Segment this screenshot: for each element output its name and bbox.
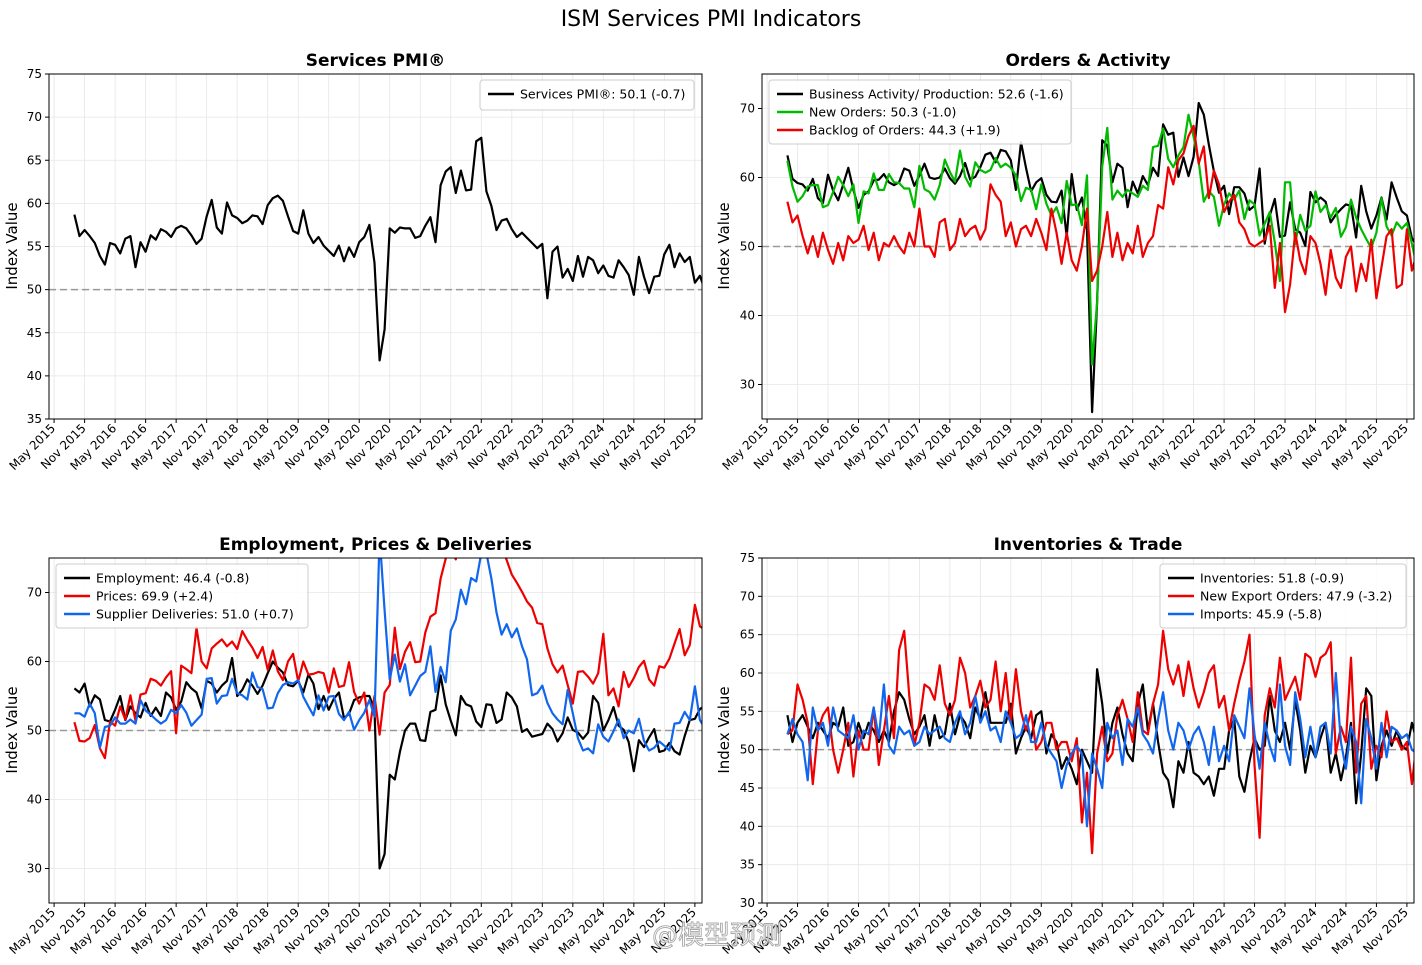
series-line-backlog-of-orders	[786, 124, 1414, 314]
y-tick-label: 70	[27, 586, 42, 600]
legend-label: New Export Orders: 47.9 (-3.2)	[1200, 589, 1392, 604]
y-tick-label: 75	[740, 551, 755, 565]
y-tick-label: 35	[740, 858, 755, 872]
y-tick-label: 35	[27, 412, 42, 426]
series-line-inventories	[786, 668, 1414, 809]
legend: Business Activity/ Production: 52.6 (-1.…	[768, 79, 1072, 145]
plot-frame	[761, 557, 1415, 904]
panel-employment-prices-deliveries: Employment, Prices & Deliveries Index Va…	[3, 535, 703, 957]
legend-label: Services PMI®: 50.1 (-0.7)	[520, 87, 685, 102]
panel-inventories-trade: Inventories & Trade Index Value 30 35 40 45…	[715, 535, 1415, 957]
y-tick-label: 40	[27, 793, 42, 807]
y-tick-label: 50	[27, 283, 42, 297]
y-tick-label: 30	[27, 862, 42, 876]
y-tick-label: 50	[740, 743, 755, 757]
panel-title: Orders & Activity	[1005, 51, 1170, 71]
y-axis-label: Index Value	[3, 202, 21, 289]
legend: Services PMI®: 50.1 (-0.7)	[479, 79, 695, 111]
y-tick-label: 70	[740, 589, 755, 603]
series-line-services-pmi-	[73, 136, 702, 362]
y-tick-label: 45	[27, 326, 42, 340]
y-tick-label: 40	[740, 309, 755, 323]
y-tick-label: 45	[740, 781, 755, 795]
series-line-prices	[73, 558, 702, 760]
panel-title: Services PMI®	[306, 51, 445, 71]
legend-box	[768, 79, 1072, 145]
legend-box	[55, 563, 309, 629]
legend-label: Prices: 69.9 (+2.4)	[96, 589, 213, 604]
y-tick-label: 55	[740, 704, 755, 718]
series-line-supplier-deliveries	[74, 558, 702, 755]
y-tick-label: 50	[27, 724, 42, 738]
y-tick-label: 40	[27, 369, 42, 383]
panel-orders-activity: Orders & Activity Index Value 30 40 50 60 70…	[715, 51, 1415, 473]
y-axis-label: Index Value	[715, 202, 733, 289]
gridlines	[49, 73, 702, 420]
y-tick-label: 60	[27, 655, 42, 669]
y-tick-label: 50	[740, 240, 755, 254]
figure-title: ISM Services PMI Indicators	[561, 7, 862, 32]
legend-label: Supplier Deliveries: 51.0 (+0.7)	[96, 607, 294, 622]
watermark-text: @模型预测	[652, 921, 782, 951]
legend-label: New Orders: 50.3 (-1.0)	[809, 105, 956, 120]
y-tick-label: 65	[740, 628, 755, 642]
legend-label: Imports: 45.9 (-5.8)	[1200, 607, 1322, 622]
legend-box	[479, 79, 695, 111]
y-tick-label: 40	[740, 819, 755, 833]
y-tick-label: 30	[740, 378, 755, 392]
legend-label: Inventories: 51.8 (-0.9)	[1200, 571, 1344, 586]
legend: Inventories: 51.8 (-0.9) New Export Order…	[1159, 563, 1407, 629]
legend-label: Business Activity/ Production: 52.6 (-1.…	[809, 87, 1064, 102]
series-line-new-orders	[786, 113, 1414, 366]
legend-box	[1159, 563, 1407, 629]
legend: Employment: 46.4 (-0.8) Prices: 69.9 (+2.…	[55, 563, 309, 629]
y-tick-label: 70	[27, 110, 42, 124]
y-tick-label: 60	[740, 171, 755, 185]
y-tick-label: 65	[27, 153, 42, 167]
panel-services-pmi: Services PMI® Index Value 35 40 45 50 55 60 65…	[3, 51, 703, 473]
y-tick-label: 70	[740, 102, 755, 116]
y-tick-label: 30	[740, 896, 755, 910]
y-tick-label: 55	[27, 240, 42, 254]
y-axis-label: Index Value	[715, 686, 733, 773]
legend-label: Backlog of Orders: 44.3 (+1.9)	[809, 123, 1001, 138]
series-line-imports	[786, 671, 1414, 828]
series-line-new-export-orders	[786, 629, 1414, 855]
panel-title: Employment, Prices & Deliveries	[219, 535, 532, 555]
legend-label: Employment: 46.4 (-0.8)	[96, 571, 249, 586]
y-tick-label: 60	[740, 666, 755, 680]
panel-title: Inventories & Trade	[994, 535, 1183, 555]
y-tick-label: 75	[27, 67, 42, 81]
y-tick-label: 60	[27, 196, 42, 210]
y-axis-label: Index Value	[3, 686, 21, 773]
